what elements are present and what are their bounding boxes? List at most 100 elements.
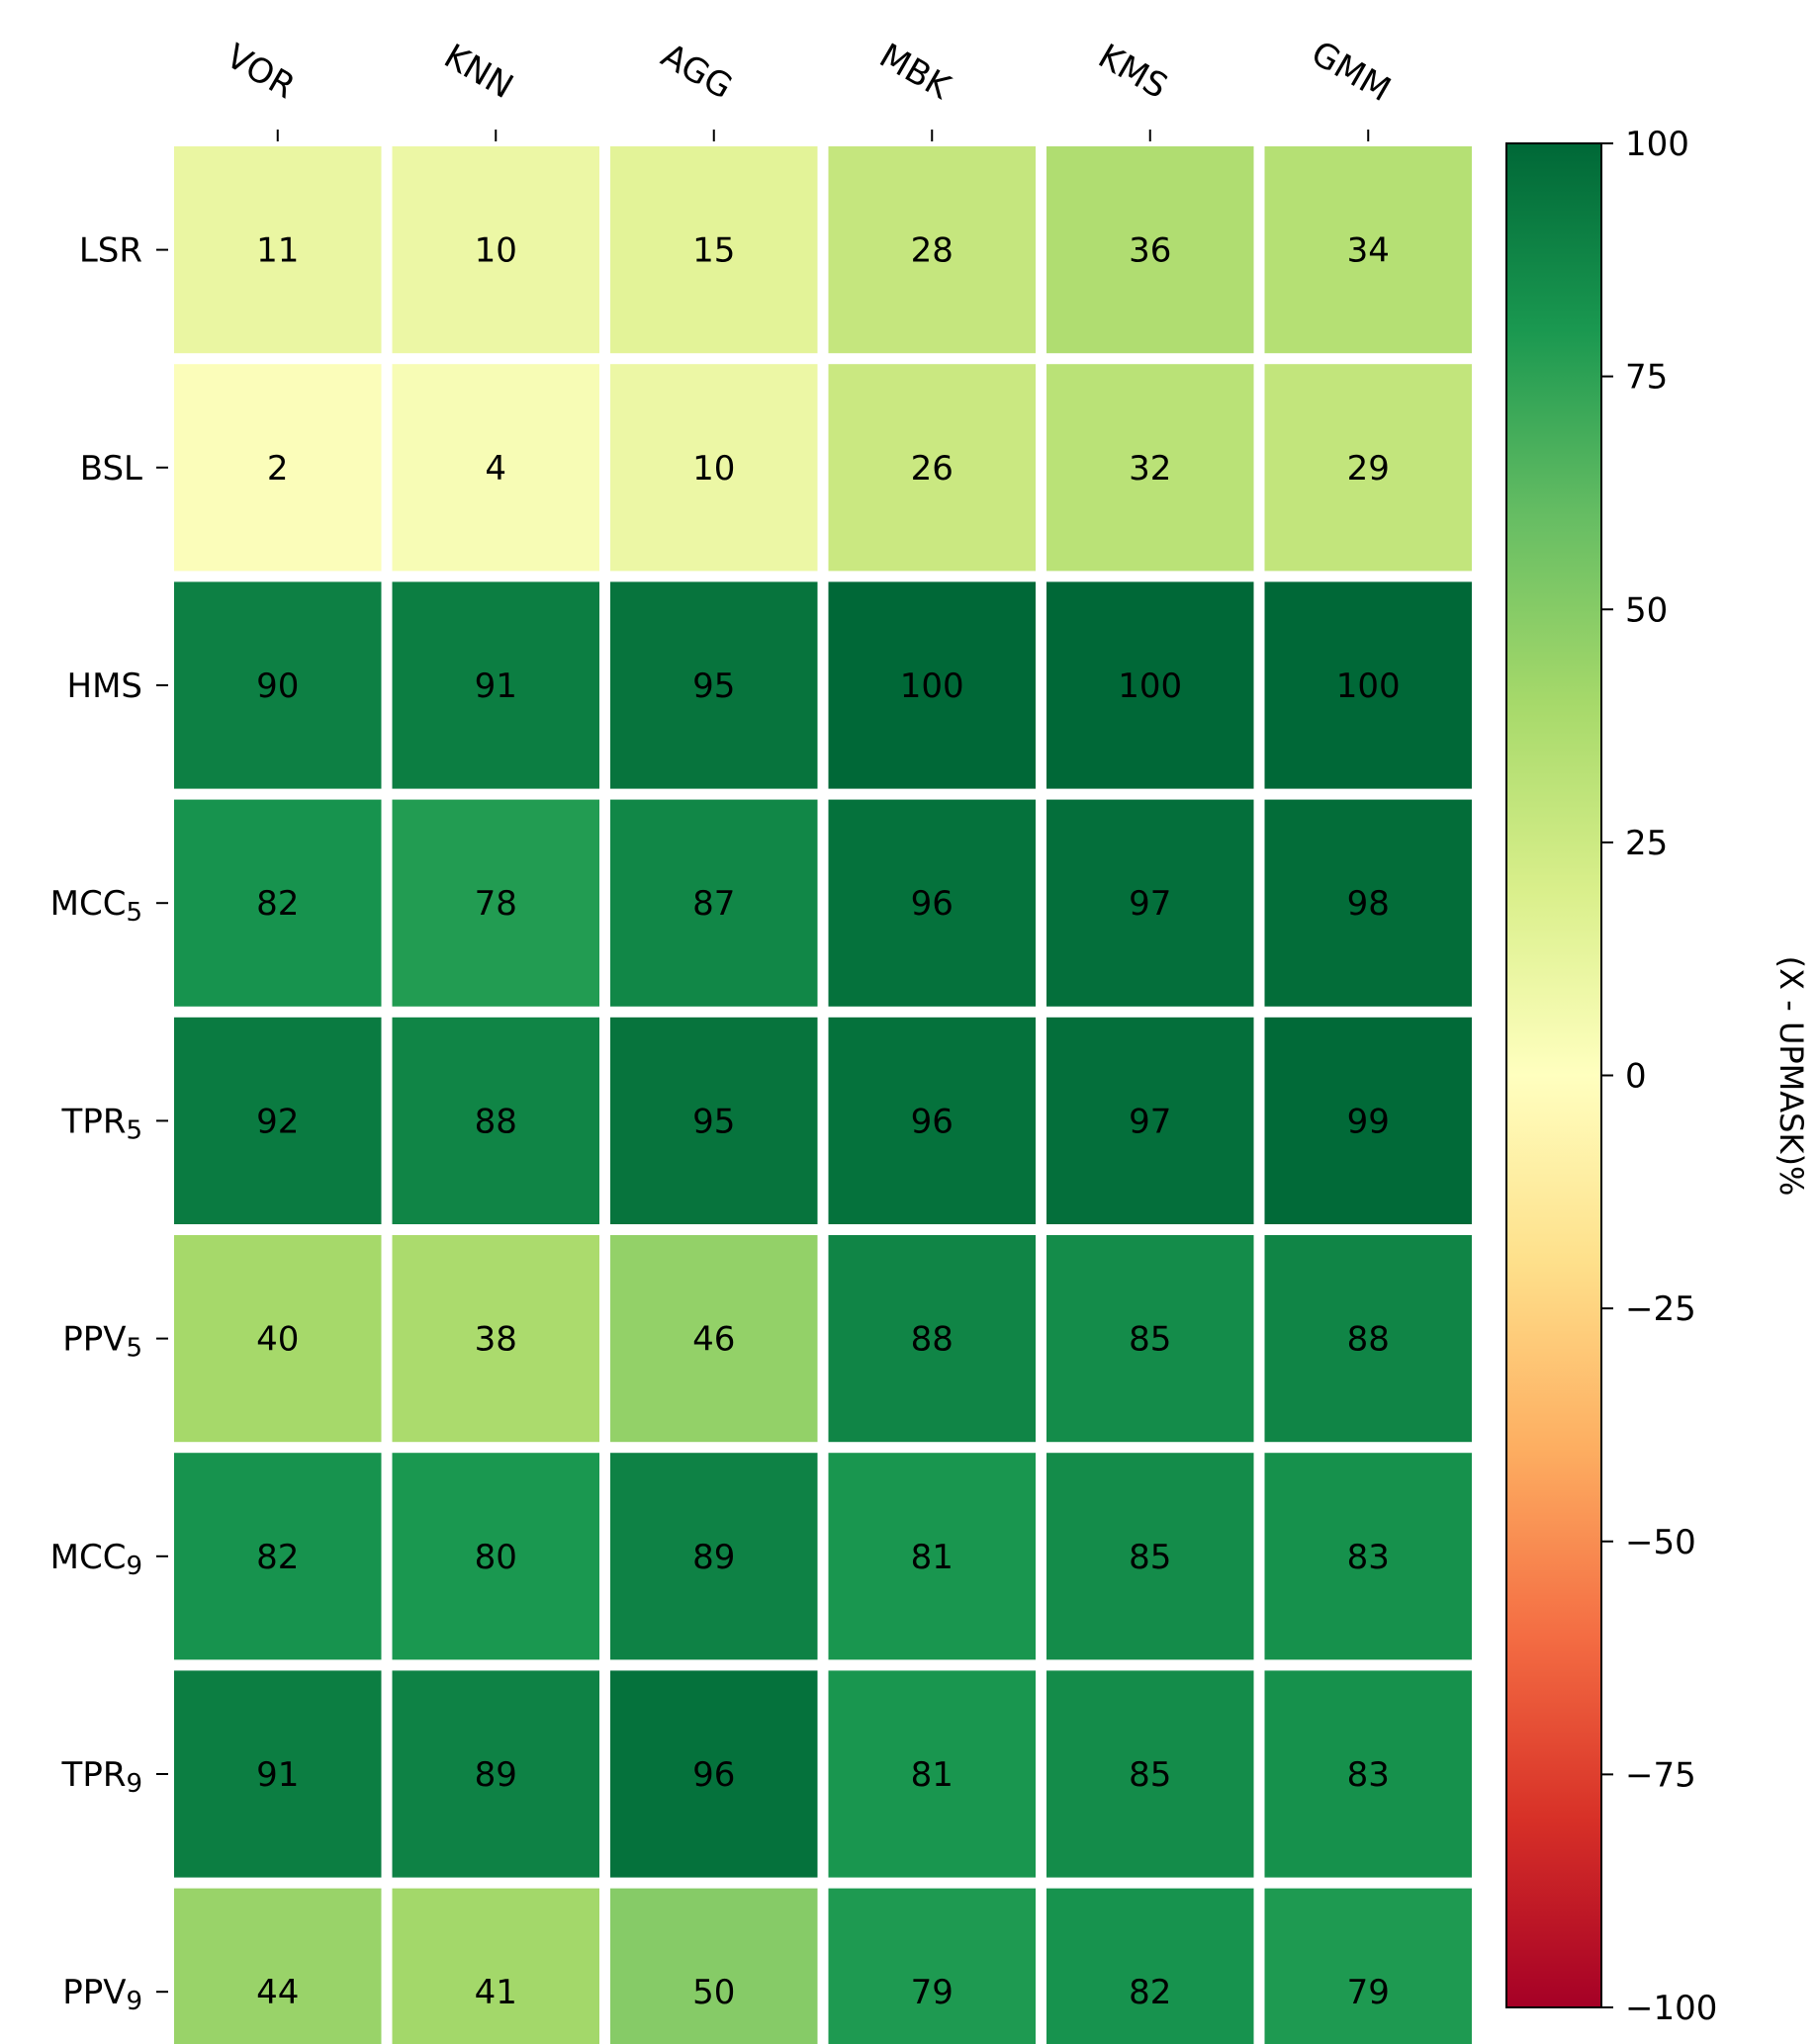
x-tick-label: KNN [437,37,519,107]
heatmap-cell [610,799,818,1007]
heatmap-cell [610,1453,818,1660]
colorbar-tick-label: 0 [1625,1057,1647,1097]
x-axis: VOR KNN AGG MBK KMS GMM [220,34,1398,141]
colorbar-tick-label: 25 [1625,824,1668,863]
cell-value-label: 36 [1129,231,1171,271]
heatmap-cell [828,1453,1036,1660]
colorbar-tick-label: −75 [1625,1755,1696,1795]
cell-value-label: 97 [1129,1102,1171,1141]
heatmap-cell [1046,1888,1254,2044]
heatmap-cell [828,1888,1036,2044]
cell-value-label: 29 [1347,449,1390,489]
colorbar-gradient [1505,142,1602,2008]
cell-value-label: 96 [692,1755,735,1795]
heatmap-cell [610,1670,818,1878]
heatmap-cell [1046,1017,1254,1224]
cell-value-label: 15 [692,231,735,271]
cell-value-label: 50 [692,1973,735,2012]
colorbar-tick-label: −100 [1625,1989,1717,2028]
cell-value-label: 34 [1347,231,1390,271]
y-tick-label: TPR5 [61,1102,142,1145]
heatmap-cell [174,364,382,572]
cell-value-label: 81 [911,1538,954,1577]
cell-value-label: 98 [1347,884,1390,924]
colorbar-tick-label: 50 [1625,590,1668,630]
heatmap-cell [1046,1453,1254,1660]
y-tick-label: PPV9 [62,1973,142,2016]
cell-value-label: 83 [1347,1755,1390,1795]
cell-value-label: 2 [267,449,289,489]
cell-value-label: 79 [911,1973,954,2012]
colorbar-ticks: 100 75 50 25 0 −25 −50 −75 −100 [1601,125,1717,2028]
y-tick-label: BSL [80,449,142,489]
x-tick-label: VOR [220,37,302,107]
heatmap-cell [610,1017,818,1224]
heatmap-cell [828,1670,1036,1878]
heatmap-cell [174,1017,382,1224]
cell-value-label: 78 [475,884,517,924]
heatmap-cell [392,1453,599,1660]
heatmap-cell [174,1670,382,1878]
heatmap-cell [610,364,818,572]
heatmap-cell [1046,364,1254,572]
cell-value-label: 97 [1129,884,1171,924]
cell-value-label: 32 [1129,449,1171,489]
cell-value-label: 10 [475,231,517,271]
y-tick-label: MCC9 [50,1538,142,1581]
cell-value-label: 80 [475,1538,517,1577]
heatmap-cell [174,799,382,1007]
y-tick-label: MCC5 [50,884,142,928]
heatmap-cell [392,799,599,1007]
cell-value-label: 95 [692,667,735,706]
cell-value-label: 44 [256,1973,299,2012]
heatmap-cell [828,799,1036,1007]
heatmap-cell [1046,799,1254,1007]
heatmap-cell [174,1453,382,1660]
cell-value-label: 91 [475,667,517,706]
cell-value-label: 82 [256,884,299,924]
heatmap-cell [392,146,599,354]
cell-value-label: 81 [911,1755,954,1795]
y-tick-label: PPV5 [62,1320,142,1364]
heatmap-cell [828,1017,1036,1224]
cell-value-label: 96 [911,1102,954,1141]
cell-value-label: 26 [911,449,954,489]
cell-value-label: 90 [256,667,299,706]
x-tick-label: AGG [655,36,739,107]
colorbar-tick-label: −50 [1625,1523,1696,1562]
cell-value-label: 95 [692,1102,735,1141]
colorbar-tick-label: 75 [1625,358,1668,398]
heatmap-cell [1046,581,1254,789]
heatmap-cell [1046,146,1254,354]
heatmap-cell [1046,1235,1254,1443]
heatmap-cells: 11 10 15 28 36 34 2 4 10 26 32 29 90 91 95 100 100 100 82 7… [174,146,1472,2044]
heatmap-cell [392,1017,599,1224]
colorbar-tick-label: 100 [1625,125,1689,164]
cell-value-label: 41 [475,1973,517,2012]
x-tick-label: GMM [1305,34,1398,110]
heatmap-cell [174,581,382,789]
y-axis: LSR BSL HMS MCC5 TPR5 PPV5 MCC9 TPR9 PPV9 [50,231,168,2016]
heatmap-cell [828,1235,1036,1443]
heatmap-cell [610,1235,818,1443]
cell-value-label: 99 [1347,1102,1390,1141]
heatmap-cell [828,146,1036,354]
y-tick-label: HMS [67,667,142,706]
cell-value-label: 85 [1129,1755,1171,1795]
cell-value-label: 40 [256,1320,299,1360]
heatmap-cell [1264,799,1472,1007]
heatmap-cell [610,146,818,354]
cell-value-label: 28 [911,231,954,271]
cell-value-label: 89 [475,1755,517,1795]
x-tick-label: KMS [1092,37,1174,107]
cell-value-label: 100 [1336,667,1401,706]
cell-value-label: 89 [692,1538,735,1577]
heatmap-cell [1264,1017,1472,1224]
cell-value-label: 79 [1347,1973,1390,2012]
heatmap-cell [1046,1670,1254,1878]
cell-value-label: 11 [256,231,299,271]
heatmap-cell [392,581,599,789]
heatmap-cell [610,1888,818,2044]
cell-value-label: 91 [256,1755,299,1795]
